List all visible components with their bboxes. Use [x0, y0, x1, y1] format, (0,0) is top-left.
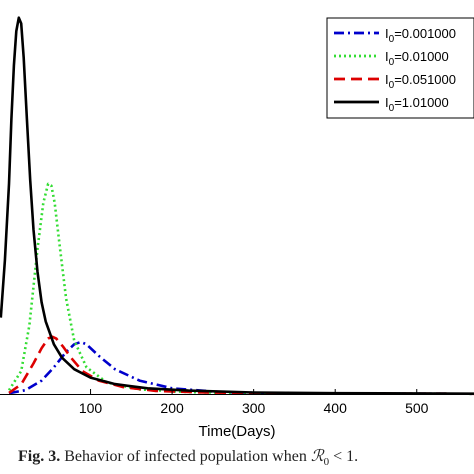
x-tick-label-1: 200 [160, 400, 184, 416]
x-tick-label-0: 100 [79, 400, 103, 416]
x-tick-label-4: 500 [405, 400, 429, 416]
caption-relation: < 1. [333, 448, 359, 465]
series-layer [0, 16, 474, 396]
x-tick-layer: 100 200 300 400 500 [79, 389, 429, 416]
figure-caption: Fig. 3. Behavior of infected population … [18, 446, 474, 468]
legend-label-0: I0=0.001000 [385, 26, 456, 45]
series-line-0 [8, 340, 474, 396]
x-tick-label-2: 300 [242, 400, 266, 416]
caption-symbol-sub: 0 [323, 456, 330, 469]
caption-symbol: ℛ [310, 448, 324, 465]
x-tick-label-3: 400 [324, 400, 348, 416]
legend-label-3: I0=1.01000 [385, 95, 449, 114]
caption-label: Fig. 3. [18, 448, 61, 465]
caption-text: Behavior of infected population when [64, 448, 307, 465]
legend-label-2: I0=0.051000 [385, 72, 456, 91]
x-axis-label: Time(Days) [199, 423, 276, 440]
series-line-3 [0, 16, 474, 395]
legend: I0=0.001000 I0=0.01000 I0=0.051000 I0=1.010… [326, 17, 474, 119]
legend-label-1: I0=0.01000 [385, 49, 449, 68]
